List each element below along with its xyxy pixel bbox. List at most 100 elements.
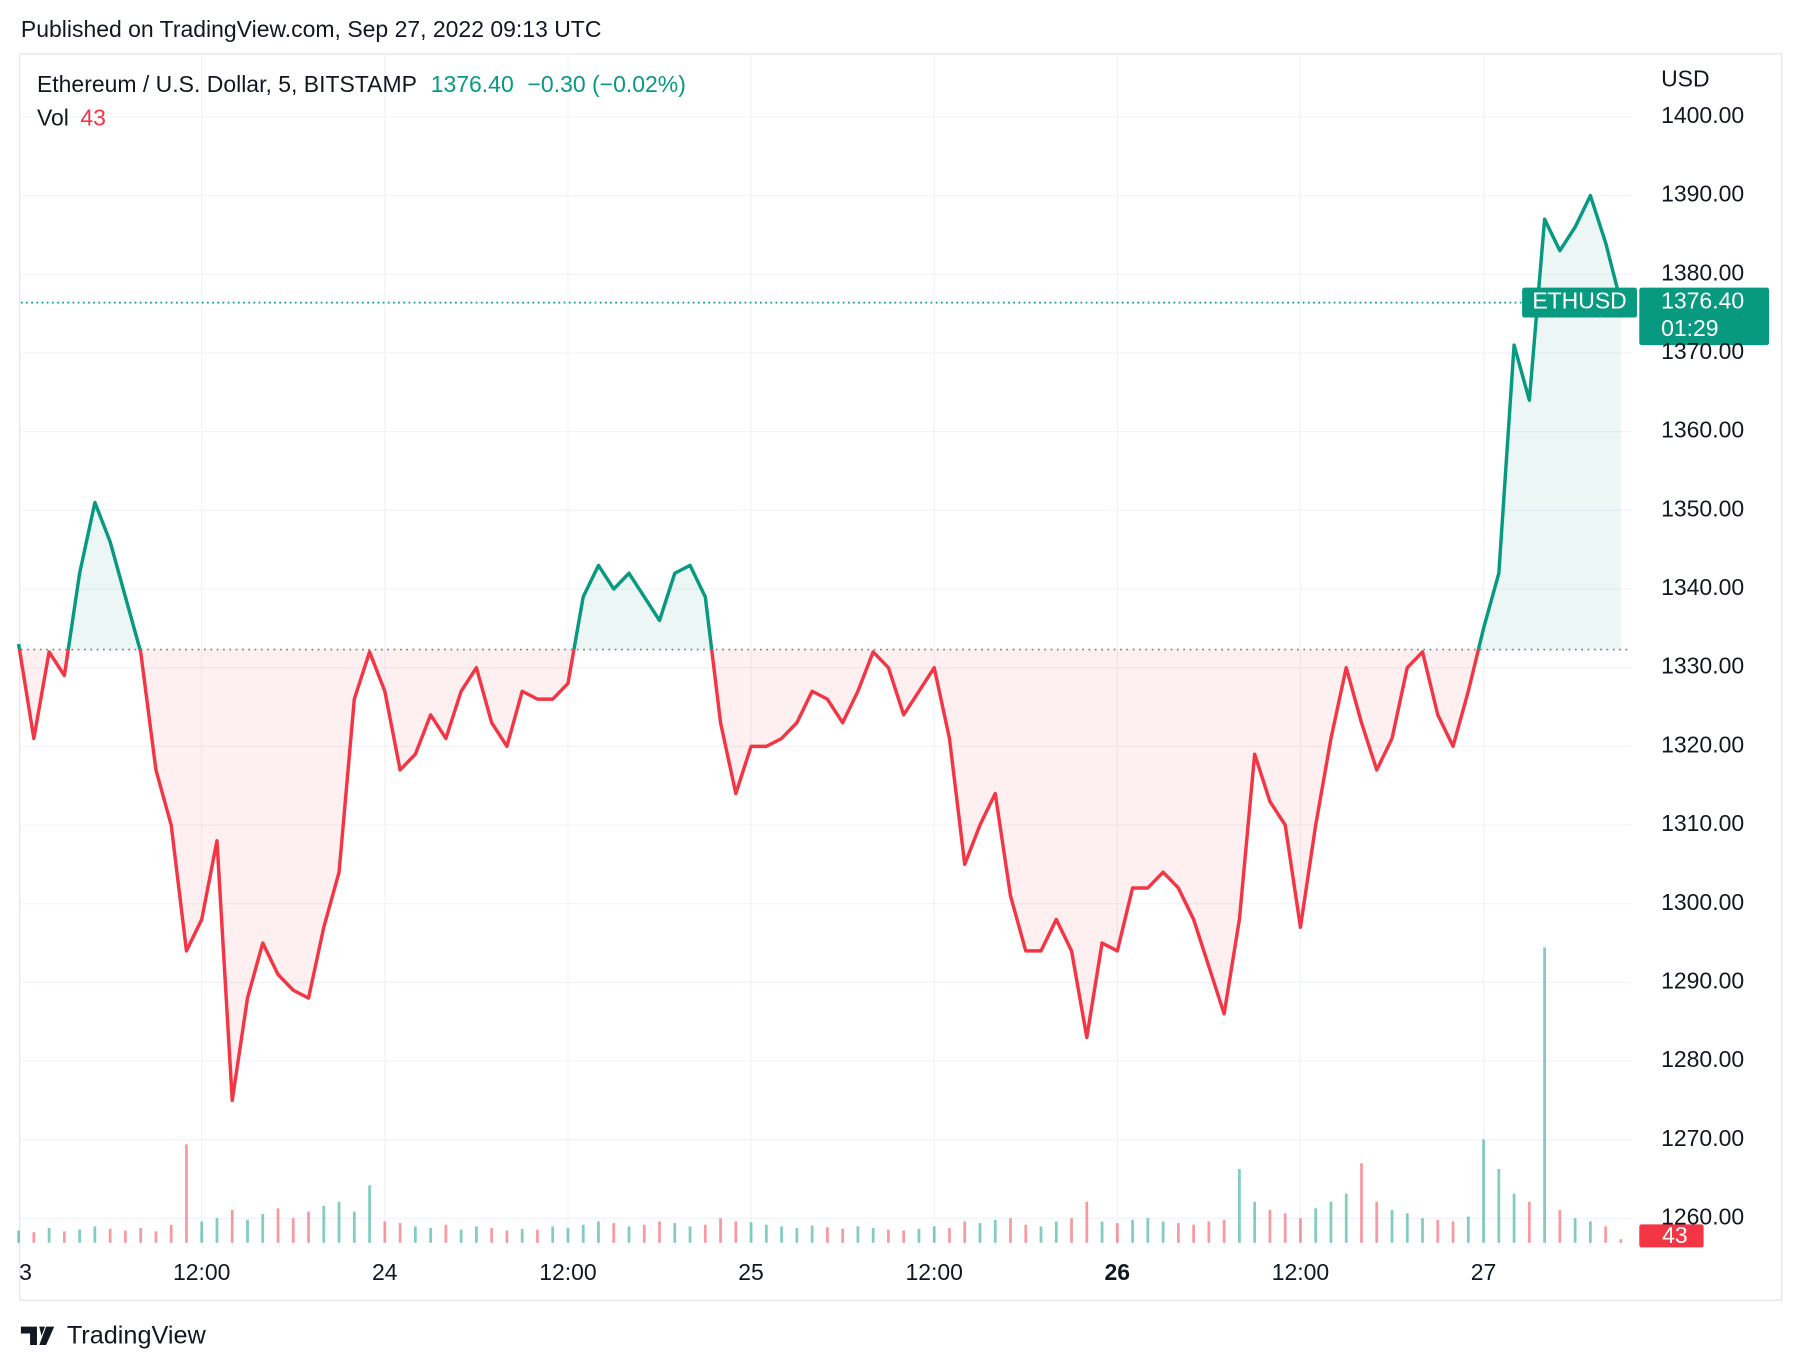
volume-bar [93,1226,97,1243]
volume-bar [597,1221,600,1243]
published: Published on TradingView.com, Sep 27, 20… [21,16,602,42]
y-tick-label: 1280.00 [1661,1046,1744,1072]
volume-bar [978,1223,982,1243]
volume-bar [154,1231,158,1243]
volume-bar [917,1228,921,1243]
volume-bar [1466,1216,1470,1243]
volume-bar [1436,1219,1440,1243]
volume-bar [1482,1139,1485,1243]
x-tick-label: 26 [1105,1259,1131,1285]
y-tick-label: 1310.00 [1661,810,1744,836]
volume-bar [627,1226,631,1243]
volume-bar [1451,1221,1455,1243]
change: −0.30 (−0.02%) [528,71,686,97]
volume-bar [62,1231,66,1243]
volume-bar [32,1232,36,1243]
volume-bar [673,1223,677,1243]
volume-bar [658,1221,661,1243]
volume-bar [1405,1213,1409,1243]
price-axis: 1260.00 1270.00 1280.00 1290.00 1300.00 1310.… [1661,102,1744,1229]
volume-bar [1100,1221,1104,1243]
y-tick-label: 1360.00 [1661,417,1744,443]
currency: USD [1661,65,1709,91]
volume-bar [108,1228,112,1243]
y-tick-label: 1390.00 [1661,181,1744,207]
volume-bar [1161,1221,1165,1243]
volume-bar [1543,947,1546,1243]
vol-tag-label: 43 [1662,1222,1688,1248]
area [18,195,1621,650]
volume-bar [1619,1239,1623,1243]
volume-bar [536,1229,539,1243]
volume-bar [230,1209,234,1243]
volume-bar [1375,1201,1379,1243]
volume-bar [1497,1168,1501,1243]
y-tick-label: 1380.00 [1661,259,1744,285]
volume-bar [810,1225,814,1243]
frame [19,53,1783,1301]
price-tag-label: 1376.40 [1661,288,1744,314]
volume-bar [169,1224,173,1243]
volume-bar [246,1219,249,1243]
volume-bar [78,1229,82,1243]
volume-bar [581,1224,585,1243]
volume-bar [1604,1226,1608,1243]
volume-bar [1009,1218,1012,1243]
volume-bar [413,1226,417,1243]
volume-bar [383,1221,387,1243]
volume-bar [1360,1163,1363,1243]
volume [17,947,1623,1243]
volume-bar [352,1211,356,1243]
volume-bar [1085,1201,1089,1243]
y-tick-label: 1330.00 [1661,653,1744,679]
legend: Ethereum / U.S. Dollar, 5, BITSTAMP 1376.… [37,71,686,97]
logo: TradingView [20,1322,207,1350]
volume-bar [887,1229,890,1243]
volume-bar [688,1226,692,1243]
symbol-tag [1522,287,1637,318]
volume-bar [719,1218,722,1243]
volume-bar [932,1226,936,1243]
volume-bar [1115,1223,1119,1243]
symbol: Ethereum / U.S. Dollar, 5, BITSTAMP [37,71,417,97]
y-tick-label: 1290.00 [1661,967,1744,993]
y-tick-label: 1260.00 [1661,1203,1744,1229]
y-tick-label: 1270.00 [1661,1125,1744,1151]
vol-legend: Vol 43 [37,105,106,131]
volume-bar [551,1226,555,1243]
area [19,649,1479,1101]
volume-bar [566,1228,570,1243]
volume-bar [642,1224,646,1243]
volume-bar [1024,1224,1028,1243]
volume-bar [1421,1218,1424,1243]
volume-bar [1314,1208,1318,1243]
volume-bar [17,1230,20,1243]
volume-bar [1527,1201,1531,1243]
volume-bar [337,1201,341,1243]
volume-bar [124,1230,127,1243]
volume-bar [1192,1224,1195,1243]
volume-bar [902,1230,906,1243]
volume-bar [1238,1168,1241,1243]
volume-bar [1558,1209,1562,1243]
volume-bar [1268,1209,1272,1243]
x-tick-label: 12:00 [905,1259,962,1285]
volume-bar [368,1185,371,1243]
price-line [17,649,1481,1103]
y-tick-label: 1400.00 [1661,102,1744,128]
volume-bar [1207,1221,1211,1243]
x-tick-label: 24 [372,1259,398,1285]
volume-bar [261,1214,265,1243]
volume-bar [749,1222,753,1243]
volume-bar [398,1223,402,1243]
logo-icon [20,1326,55,1346]
y-tick-label: 1340.00 [1661,574,1744,600]
volume-bar [871,1228,875,1243]
volume-bar [795,1228,799,1243]
volume-bar [993,1219,997,1243]
x-tick-label: 25 [738,1259,764,1285]
volume-bar [1589,1221,1592,1243]
vol-tag [1639,1224,1704,1248]
